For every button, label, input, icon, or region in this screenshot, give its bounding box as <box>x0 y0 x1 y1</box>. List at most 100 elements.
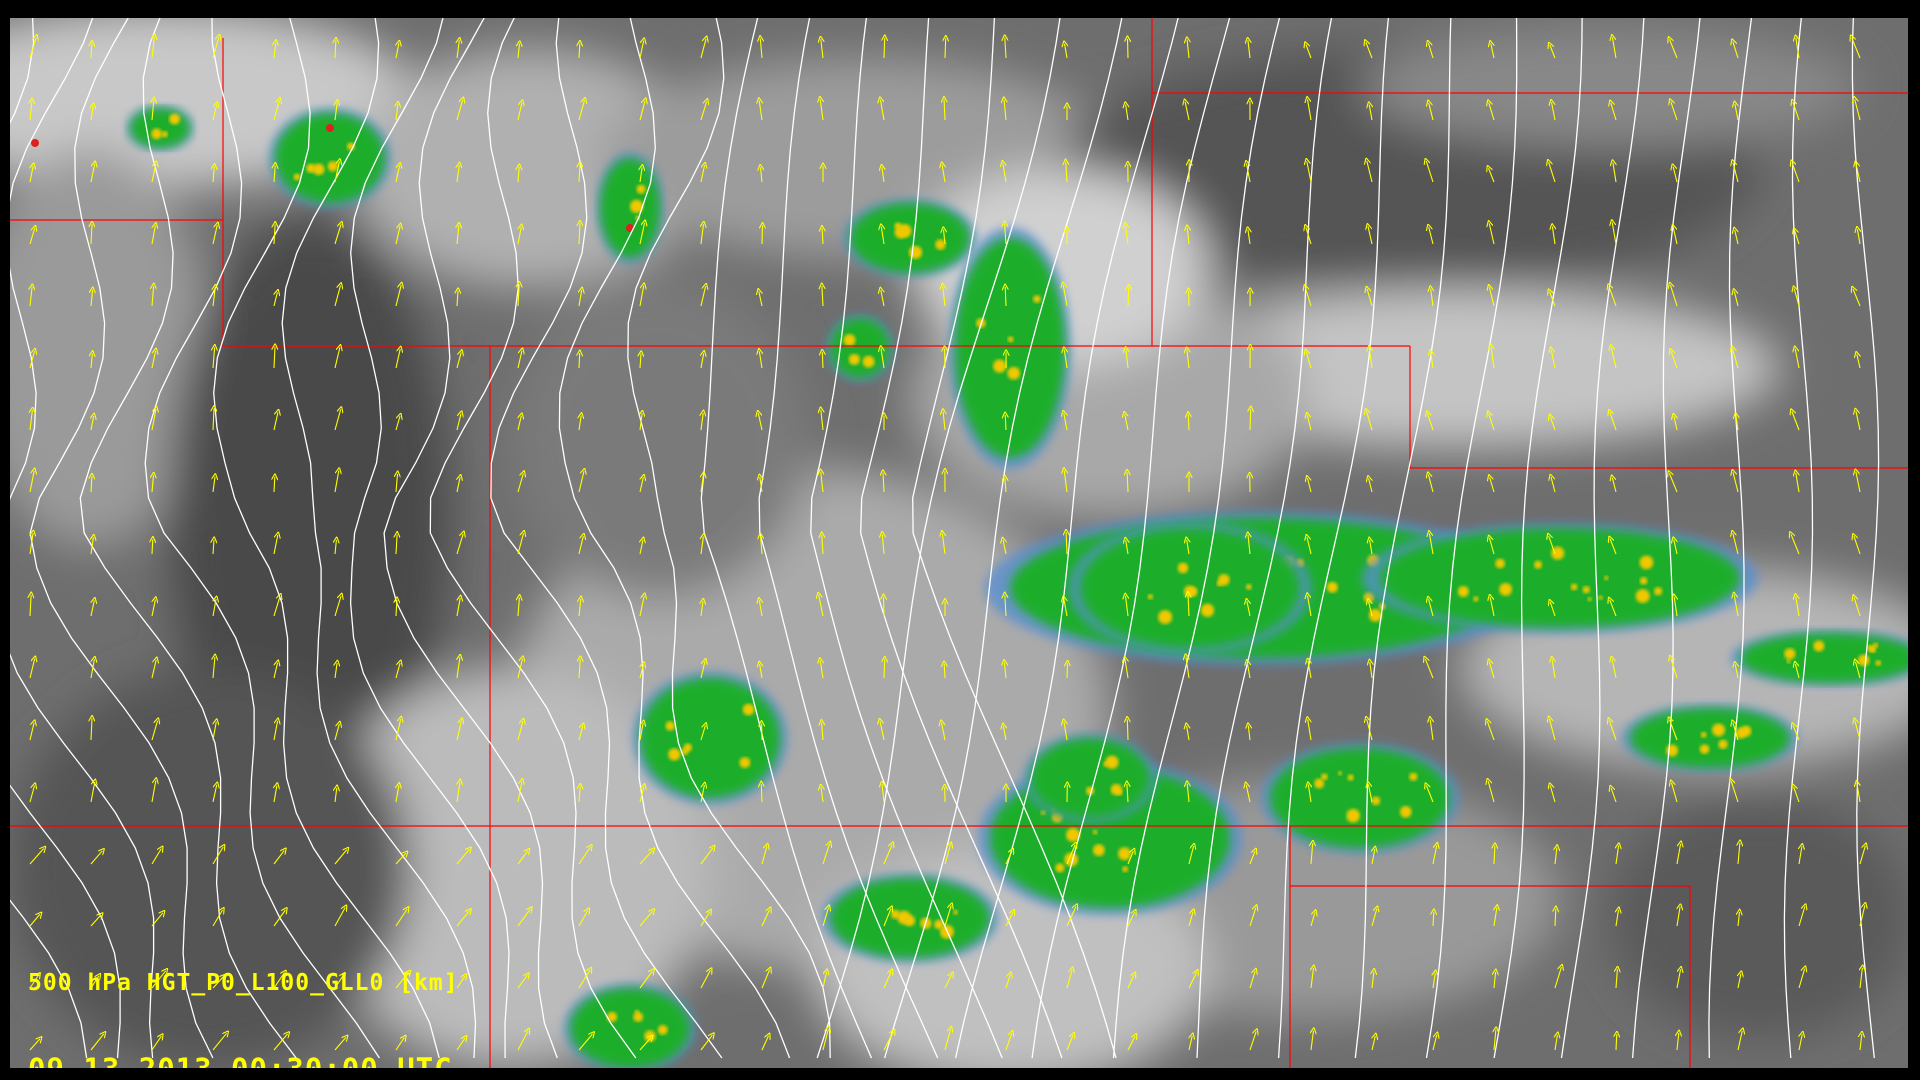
radar-cell <box>127 106 193 150</box>
wind-arrow <box>701 353 704 369</box>
wind-arrow <box>822 722 823 741</box>
wind-arrow <box>151 913 163 927</box>
wind-arrow <box>1860 1034 1862 1051</box>
wind-arrow <box>1433 912 1434 927</box>
wind-arrow <box>1005 478 1006 493</box>
boundary-line <box>1290 885 1691 1068</box>
wind-arrow <box>335 663 337 679</box>
contour-line <box>1708 18 1753 1059</box>
wind-arrow <box>1738 912 1740 927</box>
wind-arrow <box>1799 1034 1802 1051</box>
wind-arrow <box>456 352 461 369</box>
wind-arrow <box>1186 657 1189 679</box>
wind-arrow <box>942 723 946 741</box>
wind-arrow <box>518 416 521 431</box>
contour-line <box>144 18 380 1059</box>
wind-arrow <box>1552 659 1555 679</box>
wind-arrow <box>273 535 278 555</box>
wind-arrow <box>91 476 92 493</box>
wind-arrow <box>1125 659 1128 679</box>
wind-arrow <box>456 976 465 989</box>
wind-arrow <box>517 721 523 741</box>
wind-arrow <box>213 599 216 617</box>
wind-arrow <box>29 659 35 679</box>
wind-arrow <box>1064 350 1067 369</box>
wind-arrow <box>1490 477 1495 493</box>
radar-cell <box>1731 630 1908 686</box>
wind-arrow <box>1860 968 1862 989</box>
cloud-layer <box>10 18 1908 1068</box>
wind-arrow <box>578 910 588 927</box>
wind-arrow <box>1610 539 1617 555</box>
wind-arrow <box>578 536 583 555</box>
contour-line <box>1112 18 1281 1059</box>
wind-arrow <box>517 975 527 989</box>
wind-arrow <box>640 413 642 431</box>
wind-arrow <box>822 535 823 555</box>
wind-arrow <box>517 781 522 803</box>
wind-arrow <box>1311 968 1314 989</box>
wind-arrow <box>1550 602 1556 617</box>
wind-arrow <box>700 101 707 121</box>
contour-line <box>349 18 510 1059</box>
wind-arrow <box>1005 595 1006 617</box>
wind-arrow <box>883 845 892 865</box>
wind-arrow <box>334 596 341 617</box>
wind-arrow <box>578 847 590 865</box>
wind-arrow <box>761 784 762 803</box>
wind-arrow <box>457 477 460 493</box>
wind-arrow <box>274 224 275 245</box>
cloud <box>510 278 810 598</box>
wind-arrow <box>1187 40 1189 59</box>
wind-arrow <box>152 286 154 307</box>
cloud <box>1360 28 1860 148</box>
wind-arrow <box>639 1038 651 1051</box>
wind-arrow <box>396 43 399 59</box>
wind-arrow <box>1249 851 1255 865</box>
wind-arrow <box>1247 662 1250 679</box>
wind-arrow <box>701 536 703 555</box>
contour-line <box>10 18 121 1059</box>
contour-line <box>954 18 1179 1059</box>
wind-arrow <box>759 600 762 617</box>
wind-arrow <box>1188 972 1197 989</box>
wind-arrow <box>29 228 35 245</box>
contour-line <box>810 18 1003 1059</box>
wind-arrow <box>151 660 156 679</box>
contour-line <box>281 18 477 1059</box>
wind-arrow <box>517 533 524 555</box>
wind-arrow <box>1187 350 1189 369</box>
wind-arrow <box>1248 40 1250 59</box>
contour-line <box>558 18 791 1059</box>
wind-arrow <box>518 597 519 617</box>
wind-arrow <box>457 657 460 679</box>
wind-arrow <box>640 540 643 555</box>
wind-arrow <box>1555 1035 1557 1051</box>
wind-arrow <box>884 38 885 59</box>
wind-arrow <box>701 224 704 245</box>
wind-arrow <box>822 228 823 245</box>
weather-map[interactable]: 500 hPa HGT_P0_L100_GLL0 [km] 09-13-2013… <box>10 18 1908 1068</box>
wind-arrow <box>1125 225 1128 245</box>
wind-arrow <box>29 37 36 59</box>
wind-arrow <box>213 657 215 679</box>
wind-arrow <box>1064 599 1067 617</box>
wind-arrow <box>1367 411 1373 431</box>
wind-arrow <box>760 664 762 679</box>
wind-arrow <box>1494 846 1495 865</box>
wind-arrow <box>640 354 641 369</box>
wind-arrow <box>700 912 710 927</box>
wind-arrow <box>395 719 401 741</box>
wind-arrow <box>517 851 528 865</box>
wind-arrow <box>1487 721 1495 741</box>
wind-arrow <box>1855 721 1861 741</box>
wind-arrow <box>1611 788 1617 803</box>
wind-arrow <box>457 165 459 183</box>
wind-arrow <box>1677 907 1680 927</box>
wind-arrow <box>759 291 762 307</box>
wind-arrow <box>760 477 762 493</box>
wind-arrow <box>700 661 705 679</box>
wind-arrow <box>395 349 400 369</box>
wind-arrow <box>821 472 823 493</box>
wind-arrow <box>1128 39 1129 59</box>
